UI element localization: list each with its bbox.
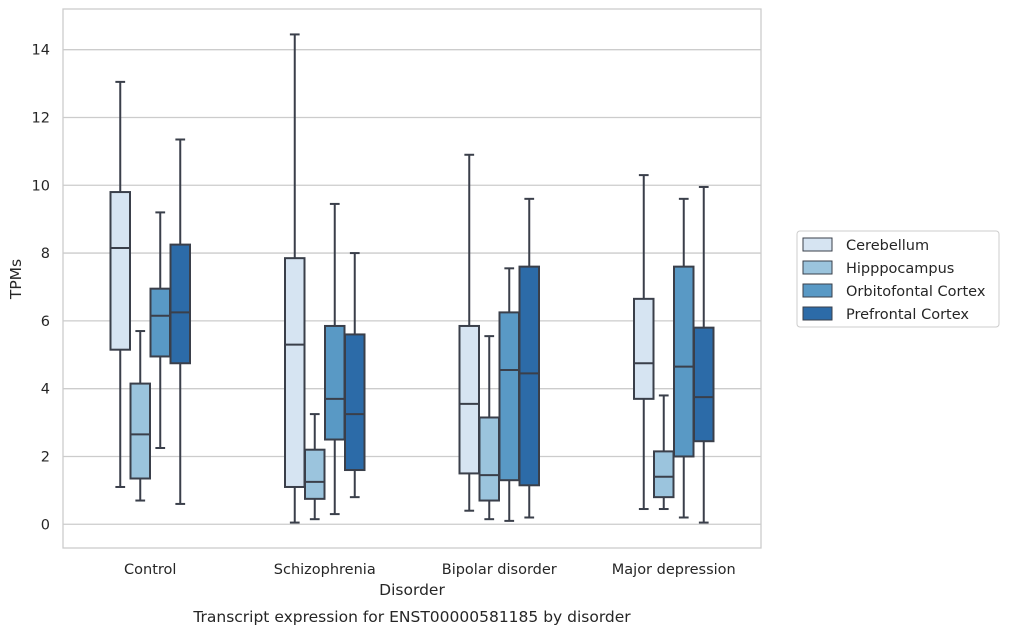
box-2-2 bbox=[498, 267, 520, 522]
y-tick-label: 6 bbox=[41, 314, 50, 330]
chart-caption: Transcript expression for ENST0000058118… bbox=[192, 608, 631, 626]
legend-items: Cerebellum Hipppocampus Orbitofontal Corte… bbox=[802, 237, 986, 323]
legend-label: Cerebellum bbox=[846, 238, 929, 254]
box-3-1 bbox=[653, 394, 675, 511]
y-axis-label: TPMs bbox=[7, 259, 25, 300]
box-iqr bbox=[149, 287, 171, 358]
box-iqr bbox=[693, 326, 715, 443]
legend: Cerebellum Hipppocampus Orbitofontal Corte… bbox=[796, 230, 1000, 328]
x-tick-label: Schizophrenia bbox=[274, 562, 376, 578]
y-tick-label: 8 bbox=[41, 246, 50, 262]
box-iqr bbox=[304, 448, 326, 500]
y-tick-labels: 0 2 4 6 8 10 12 14 bbox=[32, 43, 50, 534]
legend-frame bbox=[796, 230, 1000, 328]
box-2-1 bbox=[478, 335, 500, 521]
box-0-3 bbox=[169, 138, 191, 505]
box-iqr bbox=[129, 382, 151, 480]
box-iqr bbox=[109, 191, 131, 351]
box-2-0 bbox=[458, 153, 480, 512]
box-iqr bbox=[633, 297, 655, 400]
legend-label: Hipppocampus bbox=[846, 261, 954, 277]
box-iqr bbox=[498, 311, 520, 482]
box-iqr bbox=[653, 450, 675, 499]
plot-frame bbox=[62, 8, 762, 549]
y-tick-label: 10 bbox=[32, 178, 50, 194]
box-0-0 bbox=[109, 80, 131, 488]
box-layer bbox=[109, 33, 715, 524]
x-tick-labels: Control Schizophrenia Bipolar disorder Majo… bbox=[124, 562, 736, 578]
box-3-2 bbox=[673, 197, 695, 519]
box-0-2 bbox=[149, 211, 171, 449]
legend-label: Prefrontal Cortex bbox=[846, 307, 969, 323]
y-tick-label: 12 bbox=[32, 110, 50, 126]
box-iqr bbox=[284, 257, 306, 488]
x-tick-label: Major depression bbox=[612, 562, 736, 578]
box-1-1 bbox=[304, 413, 326, 521]
legend-swatch bbox=[802, 260, 833, 275]
box-2-3 bbox=[518, 197, 540, 519]
box-3-3 bbox=[693, 185, 715, 524]
y-tick-label: 0 bbox=[41, 517, 50, 533]
x-tick-label: Bipolar disorder bbox=[442, 562, 557, 578]
y-tick-label: 4 bbox=[41, 382, 50, 398]
box-iqr bbox=[169, 243, 191, 365]
y-tick-label: 14 bbox=[32, 43, 50, 59]
box-1-3 bbox=[344, 252, 366, 499]
x-tick-label: Control bbox=[124, 562, 176, 578]
y-tick-label: 2 bbox=[41, 449, 50, 465]
box-1-0 bbox=[284, 33, 306, 524]
box-iqr bbox=[673, 265, 695, 458]
box-iqr bbox=[344, 333, 366, 472]
box-1-2 bbox=[324, 202, 346, 516]
box-iqr bbox=[324, 324, 346, 441]
box-0-1 bbox=[129, 330, 151, 502]
legend-swatch bbox=[802, 306, 833, 321]
x-axis-label: Disorder bbox=[379, 581, 445, 599]
legend-swatch bbox=[802, 237, 833, 252]
box-iqr bbox=[518, 265, 540, 487]
box-iqr bbox=[458, 324, 480, 475]
box-3-0 bbox=[633, 174, 655, 511]
legend-label: Orbitofontal Cortex bbox=[846, 284, 986, 300]
box-iqr bbox=[478, 416, 500, 502]
legend-swatch bbox=[802, 283, 833, 298]
